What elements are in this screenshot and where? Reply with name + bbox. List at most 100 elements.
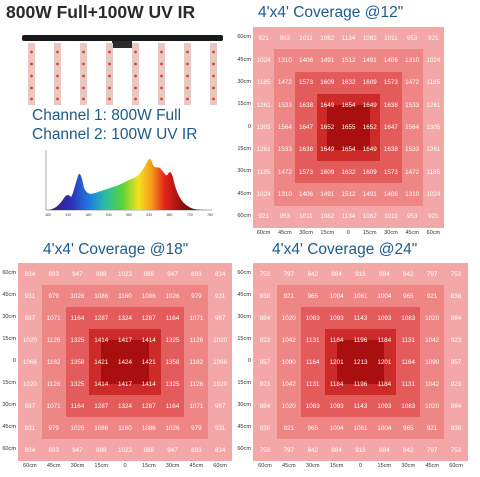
ppfd-value-cell: 1134 xyxy=(341,34,356,42)
ppfd-value-cell: 1126 xyxy=(189,380,204,388)
ppfd-value-cell: 1083 xyxy=(401,314,416,322)
ppfd-value-cell: 1647 xyxy=(383,123,398,131)
y-axis-label: 15cm xyxy=(237,336,251,342)
channel-1-label: Channel 1: 800W Full xyxy=(32,107,182,124)
ppfd-value-cell: 1491 xyxy=(320,56,335,64)
ppfd-value-cell: 1638 xyxy=(299,101,314,109)
y-axis-label: 15cm xyxy=(237,101,251,108)
ppfd-value-cell: 916 xyxy=(355,270,366,278)
ppfd-value-cell: 965 xyxy=(403,292,414,300)
y-axis-label: 0 xyxy=(247,123,251,130)
ppfd-value-cell: 1093 xyxy=(377,314,392,322)
x-axis-label: 15cm xyxy=(141,463,156,469)
ppfd-value-cell: 923 xyxy=(259,380,271,388)
ppfd-value-cell: 1564 xyxy=(277,123,292,131)
ppfd-value-cell: 1632 xyxy=(341,168,356,176)
y-axis-label: 0 xyxy=(12,358,16,364)
ppfd-value-cell: 1261 xyxy=(256,101,271,109)
y-axis-label: 15cm xyxy=(2,336,16,342)
y-axis-label: 30cm xyxy=(2,402,16,408)
ppfd-value-cell: 1131 xyxy=(305,380,320,388)
ppfd-value-cell: 1042 xyxy=(281,336,296,344)
ppfd-value-cell: 1573 xyxy=(299,168,314,176)
spectrum-tick-label: 780 xyxy=(207,213,213,217)
ppfd-value-cell: 1066 xyxy=(213,358,228,366)
ppfd-value-cell: 1020 xyxy=(425,402,440,410)
ppfd-value-cell: 1026 xyxy=(70,292,85,300)
ppfd-value-cell: 884 xyxy=(331,446,342,454)
ppfd-value-cell: 921 xyxy=(283,424,295,432)
ppfd-value-cell: 1655 xyxy=(341,123,356,131)
x-axis-label: 45cm xyxy=(281,463,296,469)
ppfd-value-cell: 1131 xyxy=(401,336,416,344)
x-axis-label: 30cm xyxy=(299,230,313,236)
ppfd-value-cell: 1564 xyxy=(405,123,420,131)
ppfd-value-cell: 1358 xyxy=(70,358,85,366)
ppfd-value-cell: 1649 xyxy=(320,101,335,109)
ppfd-value-cell: 1024 xyxy=(256,56,271,64)
ppfd-value-cell: 884 xyxy=(259,402,271,410)
ppfd-value-cell: 1020 xyxy=(213,380,228,388)
ppfd-value-cell: 1184 xyxy=(329,336,344,344)
ppfd-value-cell: 1310 xyxy=(405,190,420,198)
ppfd-value-cell: 1647 xyxy=(299,123,314,131)
ppfd-value-cell: 1609 xyxy=(320,168,335,176)
x-axis-label: 30cm xyxy=(165,463,180,469)
spectrum-tick-label: 680 xyxy=(167,213,173,217)
ppfd-value-cell: 1182 xyxy=(189,358,204,366)
ppfd-value-cell: 1042 xyxy=(425,380,440,388)
spectrum-tick-label: 530 xyxy=(106,213,112,217)
ppfd-value-cell: 797 xyxy=(283,446,295,454)
ppfd-value-cell: 1071 xyxy=(189,314,204,322)
coverage-title-12: 4'x4' Coverage @12" xyxy=(258,4,404,21)
y-axis-label: 30cm xyxy=(237,168,251,175)
ppfd-value-cell: 987 xyxy=(24,402,36,410)
spectrum-tick-label: 480 xyxy=(86,213,92,217)
ppfd-value-cell: 1414 xyxy=(141,336,156,344)
fixture-light-bars xyxy=(28,43,217,105)
ppfd-value-cell: 884 xyxy=(259,314,271,322)
spectrum-tick-label: 630 xyxy=(146,213,152,217)
ppfd-value-cell: 947 xyxy=(72,270,83,278)
y-axis-label: 30cm xyxy=(237,314,251,320)
x-axis-label: 0 xyxy=(346,230,351,236)
ppfd-value-cell: 1406 xyxy=(383,56,398,64)
ppfd-value-cell: 921 xyxy=(426,424,438,432)
y-axis-label: 15cm xyxy=(237,145,251,152)
ppfd-value-cell: 923 xyxy=(259,336,271,344)
x-axis-label: 30cm xyxy=(401,463,416,469)
ppfd-value-cell: 957 xyxy=(259,358,271,366)
coverage-grid-18: 834 893 947 988 1023 988 947 893 834 931 979 1026 10… xyxy=(18,263,232,461)
ppfd-value-cell: 1004 xyxy=(377,292,392,300)
ppfd-value-cell: 834 xyxy=(214,270,226,278)
ppfd-value-cell: 1086 xyxy=(94,424,109,432)
ppfd-value-cell: 1310 xyxy=(405,56,420,64)
ppfd-value-cell: 1196 xyxy=(353,380,368,388)
ppfd-value-cell: 1305 xyxy=(426,123,441,131)
y-axis-label: 45cm xyxy=(237,190,251,197)
ppfd-value-cell: 1201 xyxy=(329,358,344,366)
ppfd-value-cell: 965 xyxy=(307,292,318,300)
ppfd-value-cell: 979 xyxy=(48,292,59,300)
ppfd-value-cell: 1011 xyxy=(384,213,398,221)
ppfd-value-cell: 988 xyxy=(143,446,155,454)
ppfd-value-cell: 931 xyxy=(214,292,226,300)
ppfd-value-cell: 1126 xyxy=(46,380,61,388)
led-fixture-illustration xyxy=(22,35,223,105)
ppfd-value-cell: 979 xyxy=(48,424,59,432)
ppfd-value-cell: 988 xyxy=(95,446,107,454)
ppfd-value-cell: 834 xyxy=(24,270,36,278)
ppfd-value-cell: 1261 xyxy=(426,146,441,154)
ppfd-value-cell: 1024 xyxy=(426,190,441,198)
ppfd-value-cell: 753 xyxy=(450,270,462,278)
ppfd-value-cell: 1164 xyxy=(165,314,180,322)
ppfd-value-cell: 893 xyxy=(191,270,202,278)
x-axis-label: 0 xyxy=(123,463,127,469)
ppfd-value-cell: 753 xyxy=(259,446,271,454)
ppfd-value-cell: 1082 xyxy=(362,213,377,221)
ppfd-value-cell: 1287 xyxy=(94,402,109,410)
x-axis-label: 15cm xyxy=(94,463,109,469)
ppfd-value-cell: 842 xyxy=(307,270,318,278)
ppfd-value-cell: 1020 xyxy=(425,314,440,322)
x-axis-label: 45cm xyxy=(425,463,439,469)
